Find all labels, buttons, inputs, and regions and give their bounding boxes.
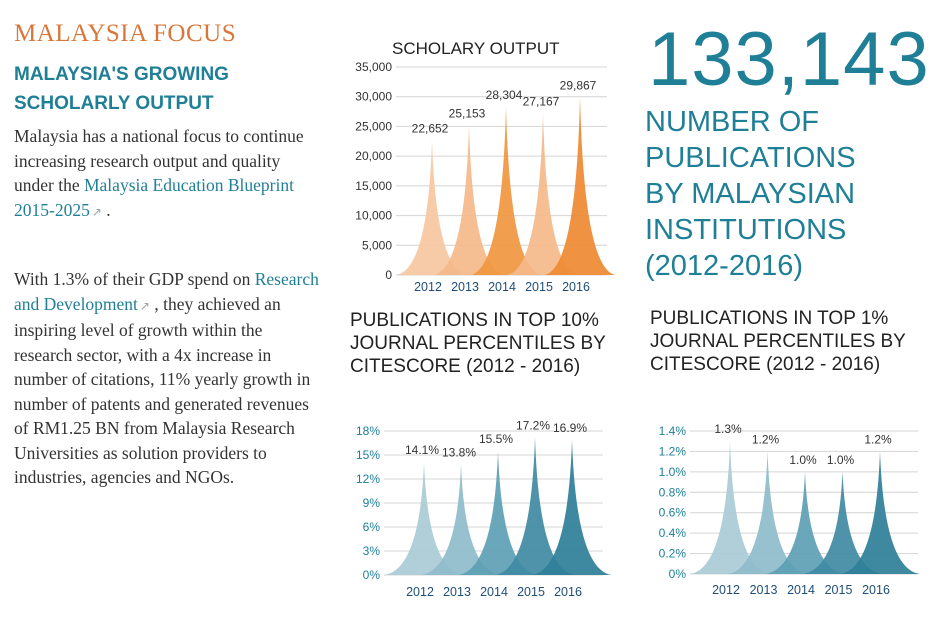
top10-category-label: 2016 xyxy=(554,585,582,599)
scholarly-ytick-label: 20,000 xyxy=(355,149,392,163)
scholarly-ytick-label: 35,000 xyxy=(355,60,392,74)
top10-value-label: 15.5% xyxy=(479,432,513,446)
scholarly-output-title: SCHOLARY OUTPUT xyxy=(392,39,560,58)
top10-value-label: 17.2% xyxy=(516,418,550,432)
top1-spike-2016 xyxy=(840,451,920,574)
heading-line-1: MALAYSIA'S GROWING xyxy=(14,64,229,85)
caption-line: (2012-2016) xyxy=(645,250,803,282)
top10-ytick-label: 0% xyxy=(363,568,381,582)
scholarly-category-label: 2012 xyxy=(414,280,442,294)
publications-caption: NUMBER OF PUBLICATIONS BY MALAYSIAN INST… xyxy=(645,104,925,284)
scholarly-ytick-label: 15,000 xyxy=(355,179,392,193)
intro-text: Malaysia has a national focus to continu… xyxy=(14,126,304,195)
scholarly-spike-2013 xyxy=(433,125,505,275)
top10-ytick-label: 15% xyxy=(356,448,380,462)
top10-value-label: 16.9% xyxy=(553,421,587,435)
top10-ytick-label: 6% xyxy=(363,520,381,534)
top10-category-label: 2014 xyxy=(480,585,508,599)
top1-ytick-label: 1.2% xyxy=(659,444,687,458)
top10-spike-2014 xyxy=(458,451,538,575)
top10-category-label: 2012 xyxy=(406,585,434,599)
scholarly-category-label: 2016 xyxy=(562,280,590,294)
growth-paragraph: With 1.3% of their GDP spend on Research… xyxy=(14,267,324,490)
growth-text-start: With 1.3% of their GDP spend on xyxy=(14,269,251,289)
scholarly-ytick-label: 10,000 xyxy=(355,209,392,223)
top1-spike-2015 xyxy=(802,471,883,574)
top1-ytick-label: 0.2% xyxy=(659,547,687,561)
top10-spike-2015 xyxy=(495,437,575,575)
top1-category-label: 2014 xyxy=(787,583,815,597)
top1-category-label: 2013 xyxy=(750,583,778,597)
article-heading: MALAYSIA'S GROWING SCHOLARLY OUTPUT xyxy=(14,60,314,118)
scholarly-ytick-label: 5,000 xyxy=(362,238,392,252)
top1-ytick-label: 1.4% xyxy=(659,424,687,438)
scholarly-spike-2012 xyxy=(396,140,468,275)
top10-spike-2013 xyxy=(421,464,501,575)
scholarly-spike-2015 xyxy=(507,113,579,275)
scholarly-value-label: 25,153 xyxy=(449,107,486,121)
top10-spike-2012 xyxy=(384,462,464,575)
caption-line: PUBLICATIONS xyxy=(645,142,856,174)
intro-paragraph: Malaysia has a national focus to continu… xyxy=(14,124,324,224)
top1-category-label: 2016 xyxy=(862,583,890,597)
top1-ytick-label: 0.8% xyxy=(659,485,687,499)
top10-category-label: 2015 xyxy=(517,585,545,599)
top1-value-label: 1.2% xyxy=(864,432,892,446)
scholarly-category-label: 2014 xyxy=(488,280,516,294)
top1-spike-2013 xyxy=(727,451,808,574)
scholarly-spike-2016 xyxy=(544,97,616,275)
top10-ytick-label: 3% xyxy=(363,544,381,558)
top1-value-label: 1.0% xyxy=(827,453,855,467)
external-link-icon[interactable]: ↗ xyxy=(139,298,150,313)
top1-chart-title: PUBLICATIONS IN TOP 1% JOURNAL PERCENTIL… xyxy=(650,308,906,375)
scholarly-value-label: 28,304 xyxy=(486,88,523,102)
research-development-link[interactable]: Research and Development xyxy=(14,269,319,314)
top1-value-label: 1.0% xyxy=(789,453,817,467)
top10-value-label: 14.1% xyxy=(405,443,439,457)
heading-line-2: SCHOLARLY OUTPUT xyxy=(14,93,214,114)
top10-category-label: 2013 xyxy=(443,585,471,599)
scholarly-spike-2014 xyxy=(470,106,542,276)
top1-value-label: 1.3% xyxy=(714,422,742,436)
education-blueprint-link[interactable]: Malaysia Education Blueprint 2015-2025 xyxy=(14,175,294,220)
top1-spike-2014 xyxy=(765,471,845,574)
external-link-icon[interactable]: ↗ xyxy=(91,204,102,219)
scholarly-ytick-label: 25,000 xyxy=(355,119,392,133)
top1-ytick-label: 0% xyxy=(669,567,687,581)
top10-chart-title: PUBLICATIONS IN TOP 10% JOURNAL PERCENTI… xyxy=(350,310,606,377)
scholarly-category-label: 2013 xyxy=(451,280,479,294)
top10-ytick-label: 9% xyxy=(363,496,381,510)
top10-spike-2016 xyxy=(532,439,612,575)
growth-text-rest: , they achieved an inspiring level of gr… xyxy=(14,293,311,488)
scholarly-category-label: 2015 xyxy=(525,280,553,294)
top1-spike-2012 xyxy=(690,441,770,574)
section-label: MALAYSIA FOCUS xyxy=(14,20,237,47)
top10-value-label: 13.8% xyxy=(442,446,476,460)
top1-ytick-label: 0.6% xyxy=(659,506,687,520)
top1-value-label: 1.2% xyxy=(752,432,780,446)
caption-line: NUMBER OF xyxy=(645,106,819,138)
scholarly-ytick-label: 0 xyxy=(385,268,392,282)
publications-total: 133,143 xyxy=(648,17,930,102)
scholarly-value-label: 22,652 xyxy=(412,121,449,135)
scholarly-value-label: 29,867 xyxy=(560,79,597,93)
top10-ytick-label: 12% xyxy=(356,472,380,486)
top1-ytick-label: 1.0% xyxy=(659,465,687,479)
scholarly-value-label: 27,167 xyxy=(523,95,560,109)
caption-line: INSTITUTIONS xyxy=(645,214,847,246)
scholarly-ytick-label: 30,000 xyxy=(355,90,392,104)
top1-ytick-label: 0.4% xyxy=(659,526,687,540)
top1-category-label: 2015 xyxy=(825,583,853,597)
top1-category-label: 2012 xyxy=(712,583,740,597)
caption-line: BY MALAYSIAN xyxy=(645,178,856,210)
intro-end: . xyxy=(106,199,111,220)
top10-ytick-label: 18% xyxy=(356,424,380,438)
